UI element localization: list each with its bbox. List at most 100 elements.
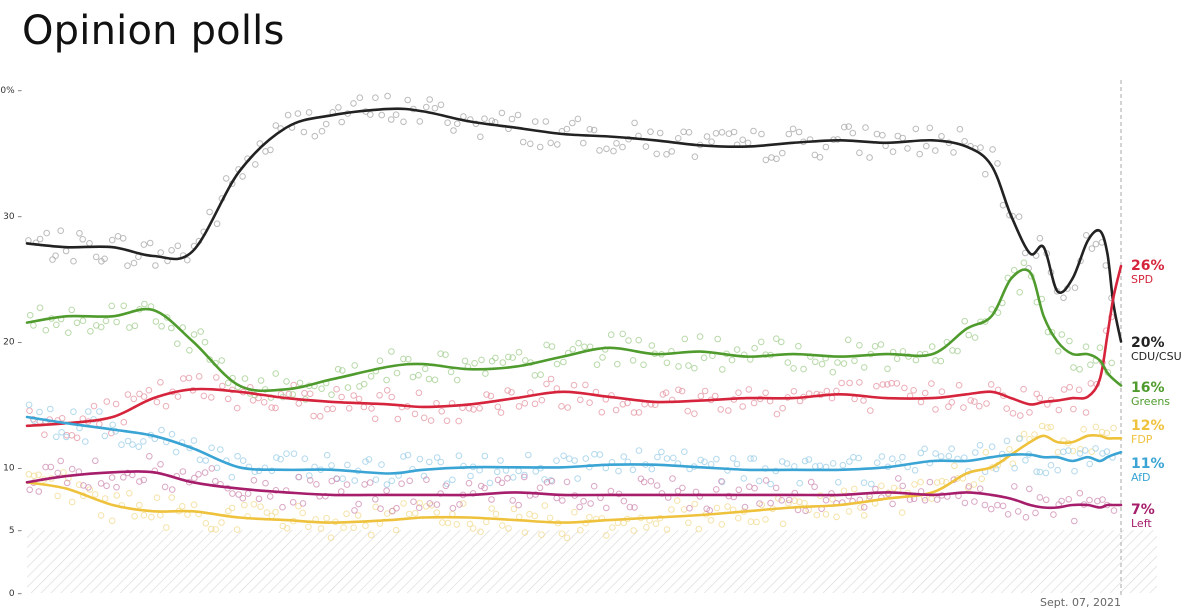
series-name-spd: SPD: [1131, 273, 1153, 286]
poll-dot: [96, 408, 103, 415]
poll-dot: [538, 396, 546, 404]
poll-dot: [1017, 412, 1024, 419]
poll-dot: [306, 472, 313, 479]
poll-dot: [504, 475, 511, 482]
poll-dot: [131, 513, 138, 520]
poll-dot: [449, 504, 457, 512]
poll-dot: [878, 482, 885, 490]
poll-dot: [750, 127, 757, 135]
poll-dot: [1050, 511, 1057, 518]
poll-dot: [477, 528, 484, 536]
poll-dot: [543, 341, 550, 349]
poll-dot: [560, 358, 567, 366]
poll-dot: [674, 135, 682, 142]
poll-dot: [415, 504, 423, 512]
poll-dot: [190, 331, 198, 338]
poll-dot: [499, 522, 506, 529]
poll-dot: [263, 509, 271, 516]
poll-dot: [800, 365, 807, 373]
poll-dot: [400, 453, 407, 460]
poll-dot: [1036, 468, 1044, 476]
poll-dot: [658, 490, 666, 497]
poll-dot: [961, 499, 969, 507]
poll-dot: [145, 386, 153, 394]
poll-dot: [279, 503, 286, 511]
y-tick-label: 5 –: [9, 526, 23, 536]
poll-dot: [596, 451, 604, 458]
poll-dot: [76, 230, 83, 237]
poll-dot: [218, 357, 225, 364]
poll-dot: [415, 389, 423, 397]
poll-dot: [57, 227, 65, 234]
poll-dot: [885, 490, 892, 498]
poll-dot: [994, 501, 1001, 509]
poll-dot: [691, 364, 698, 372]
poll-dot: [185, 374, 193, 382]
poll-dot: [235, 491, 242, 498]
poll-dot: [912, 125, 920, 133]
poll-dot: [508, 389, 515, 396]
poll-dot: [519, 138, 527, 146]
poll-dot: [362, 458, 369, 465]
poll-dot: [108, 302, 115, 310]
poll-dot: [921, 389, 929, 397]
poll-dot: [300, 128, 308, 136]
poll-dot: [58, 415, 66, 422]
poll-dot: [708, 138, 715, 145]
poll-dot: [747, 518, 755, 526]
poll-dot: [590, 482, 598, 490]
poll-dot: [928, 380, 935, 387]
trend-line-greens: [25, 268, 1123, 393]
poll-dot: [700, 354, 708, 362]
poll-dot: [334, 365, 342, 373]
poll-dot: [30, 472, 38, 480]
poll-dot: [718, 129, 726, 136]
poll-dot: [841, 123, 848, 131]
poll-dot: [1099, 496, 1106, 503]
poll-dot: [108, 236, 116, 244]
y-tick-label: 20 –: [3, 338, 22, 348]
poll-dot: [740, 475, 748, 482]
poll-dot: [1096, 344, 1104, 352]
poll-dot: [570, 381, 578, 389]
poll-dot: [938, 477, 946, 485]
poll-dot: [541, 502, 549, 509]
poll-dot: [668, 506, 675, 513]
poll-dot: [569, 346, 577, 353]
poll-dot: [481, 115, 488, 122]
poll-dot: [42, 326, 50, 334]
poll-dot: [729, 455, 737, 462]
poll-dot: [1081, 447, 1089, 454]
poll-dot: [508, 115, 516, 123]
poll-dot: [130, 259, 138, 267]
poll-dot: [999, 502, 1007, 510]
poll-dot: [327, 534, 335, 542]
poll-dot: [54, 492, 61, 500]
poll-dot: [202, 457, 209, 464]
poll-dot: [813, 511, 821, 519]
poll-dot: [505, 525, 512, 532]
poll-dot: [442, 351, 449, 359]
poll-dot: [1033, 468, 1040, 476]
poll-dot: [82, 438, 89, 445]
poll-dot: [201, 338, 209, 346]
poll-dots-cdu-csu: [25, 92, 1115, 302]
poll-dot: [951, 462, 958, 470]
poll-dot: [256, 140, 264, 147]
poll-dot: [26, 311, 34, 319]
poll-dot: [73, 319, 81, 327]
poll-dot: [460, 113, 467, 120]
poll-dot: [112, 400, 120, 408]
poll-dot: [1011, 483, 1018, 490]
poll-dot: [184, 256, 191, 264]
trend-line-cdu-csu: [25, 107, 1123, 343]
poll-dot: [295, 473, 303, 481]
poll-dot: [283, 378, 290, 385]
poll-dot: [1077, 445, 1084, 453]
poll-dot: [405, 355, 412, 363]
poll-dot: [146, 239, 154, 247]
poll-dot: [239, 457, 247, 464]
poll-dot: [1036, 394, 1044, 402]
poll-dot: [1047, 461, 1055, 469]
poll-dot: [85, 484, 92, 491]
